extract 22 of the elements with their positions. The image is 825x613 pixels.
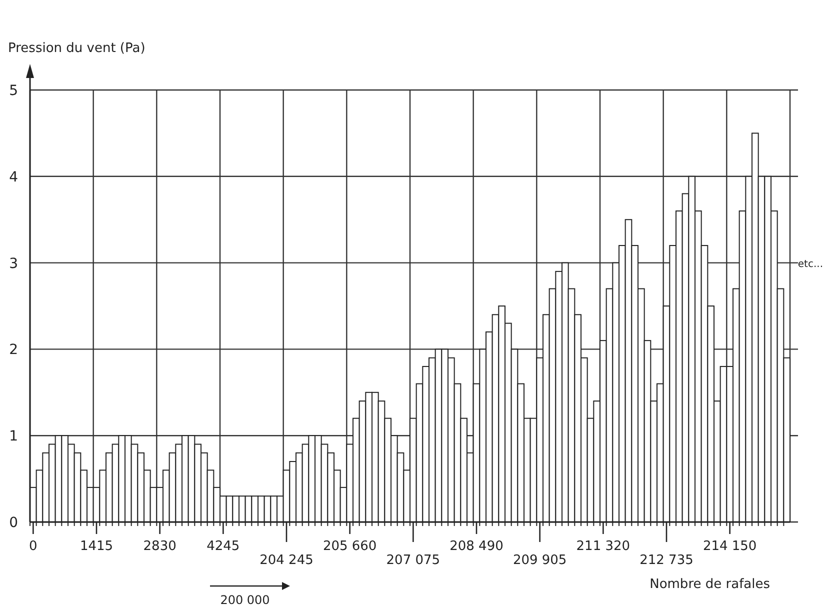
x-tick-label: 4245 [206,539,240,554]
y-tick-label: 1 [9,428,18,445]
y-tick-label: 5 [9,83,18,99]
y-tick-label: 3 [9,256,18,272]
x-tick-label: 214 150 [702,539,757,554]
x-tick-label: 205 660 [322,539,377,554]
annotation: etc... [798,258,823,270]
x-tick-label: 207 075 [386,553,440,568]
x-tick-label: 208 490 [450,539,504,554]
x-tick-label: 2830 [143,539,176,554]
y-axis-title: Pression du vent (Pa) [8,41,146,56]
x-tick-label: 0 [29,539,38,554]
text: 200 000 [220,593,270,607]
x-tick-label: 1415 [80,539,114,554]
x-tick-label: 209 905 [512,553,567,568]
x-tick-label: 211 320 [576,539,630,554]
x-tick-label: 204 245 [260,553,314,568]
x-axis-title: Nombre de rafales [650,577,770,592]
y-tick-label: 0 [9,515,18,531]
x-tick-label: 212 735 [640,553,694,568]
y-tick-label: 2 [9,342,18,358]
y-tick-label: 4 [9,169,18,186]
